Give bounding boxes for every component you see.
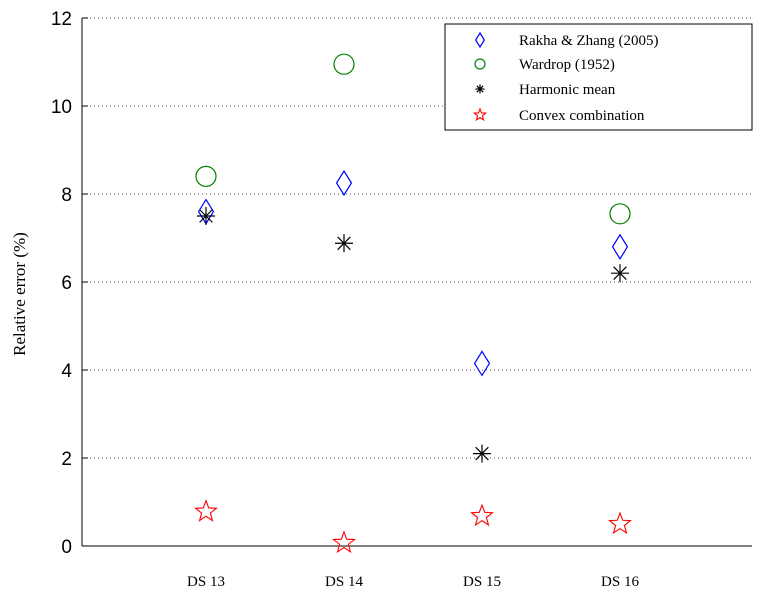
legend-marker-diamond — [474, 31, 486, 49]
legend: Rakha & Zhang (2005) Wardrop (1952) Harmon… — [444, 23, 753, 131]
asterisk-stroke — [475, 446, 489, 461]
y-tick-label: 6 — [61, 273, 72, 294]
data-point-pentagram — [470, 503, 494, 527]
data-point-pentagram — [332, 530, 356, 554]
x-tick-label: DS 13 — [187, 574, 225, 590]
y-tick-labels: 0 2 4 6 8 10 12 — [51, 9, 73, 558]
data-point-circle — [195, 165, 217, 187]
data-point-asterisk — [611, 264, 629, 283]
legend-label: Rakha & Zhang (2005) — [519, 33, 659, 49]
data-point-asterisk — [473, 444, 491, 463]
x-tick-label: DS 14 — [325, 574, 363, 590]
data-point-diamond — [473, 350, 491, 377]
y-tick-label: 0 — [61, 537, 72, 558]
data-point-circle — [333, 53, 355, 75]
y-tick-label: 2 — [61, 449, 72, 470]
data-point-diamond — [335, 169, 353, 197]
asterisk-stroke — [613, 266, 627, 280]
legend-marker-pentagram — [472, 107, 488, 122]
y-tick-label: 12 — [51, 9, 72, 30]
data-points — [194, 53, 632, 554]
asterisk-stroke — [199, 209, 213, 223]
asterisk-stroke — [337, 236, 351, 251]
y-tick-label: 8 — [61, 185, 72, 206]
legend-label: Harmonic mean — [519, 82, 616, 98]
x-tick-labels: DS 13 DS 14 DS 15 DS 16 — [187, 574, 639, 590]
legend-marker-circle — [474, 58, 486, 70]
axes — [81, 17, 752, 547]
data-point-asterisk — [197, 207, 215, 225]
y-tick-label: 10 — [51, 97, 72, 118]
data-point-asterisk — [335, 234, 353, 253]
data-point-circle — [609, 203, 631, 225]
y-axis-label: Relative error (%) — [10, 232, 29, 356]
legend-label: Convex combination — [519, 108, 645, 124]
legend-marker-asterisk — [475, 84, 485, 94]
data-point-pentagram — [194, 499, 218, 522]
x-tick-label: DS 16 — [601, 574, 639, 590]
x-tick-label: DS 15 — [463, 574, 501, 590]
data-point-pentagram — [608, 511, 632, 535]
legend-label: Wardrop (1952) — [519, 57, 615, 73]
data-point-diamond — [611, 233, 629, 260]
y-tick-label: 4 — [61, 361, 72, 382]
legend-box — [444, 23, 753, 131]
asterisk-stroke — [476, 85, 484, 93]
